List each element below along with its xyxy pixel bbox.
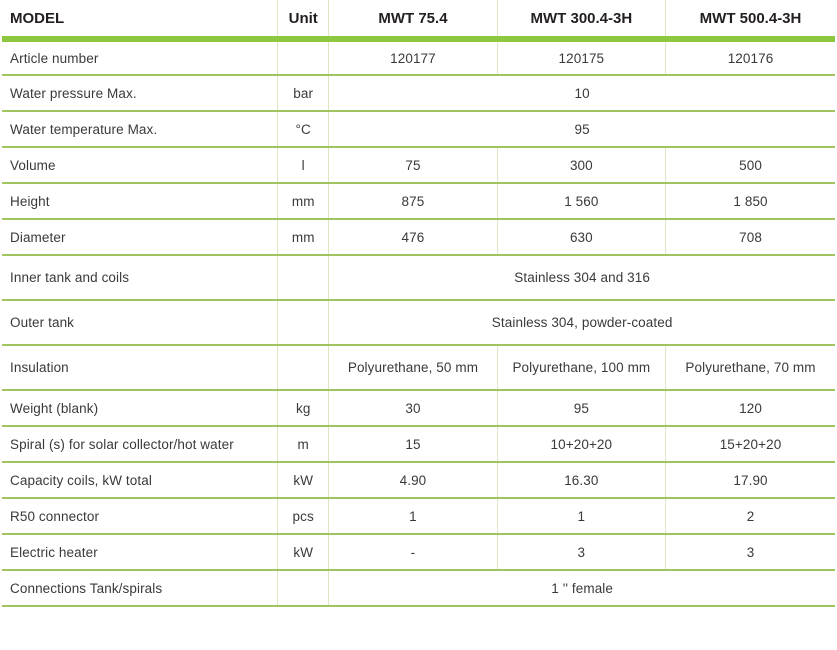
header-model: MODEL (2, 0, 278, 42)
table-row: Water temperature Max. °C 95 (2, 111, 835, 148)
table-row: Capacity coils, kW total kW 4.90 16.30 17.90 (2, 462, 835, 499)
row-value: 630 (496, 219, 666, 256)
row-value: 15+20+20 (665, 426, 835, 463)
row-label: R50 connector (2, 498, 278, 535)
row-value-merged: 1 '' female (328, 570, 835, 607)
row-value-merged: Stainless 304 and 316 (328, 255, 835, 301)
row-value: 16.30 (496, 462, 666, 499)
row-value: 120 (665, 390, 835, 427)
row-value: 1 (328, 498, 498, 535)
row-value: 120176 (665, 39, 835, 76)
row-value: Polyurethane, 100 mm (496, 345, 666, 391)
table-row: Outer tank Stainless 304, powder-coated (2, 300, 835, 346)
table-row: Water pressure Max. bar 10 (2, 75, 835, 112)
row-unit: pcs (277, 498, 329, 535)
table-row: R50 connector pcs 1 1 2 (2, 498, 835, 535)
row-value: 4.90 (328, 462, 498, 499)
row-unit: °C (277, 111, 329, 148)
row-value: 120177 (328, 39, 498, 76)
row-unit: kW (277, 534, 329, 571)
row-value: - (328, 534, 498, 571)
row-value: 15 (328, 426, 498, 463)
table-row: Volume l 75 300 500 (2, 147, 835, 184)
spec-table-header: MODEL Unit MWT 75.4 MWT 300.4-3H MWT 500… (2, 0, 835, 42)
row-value: 708 (665, 219, 835, 256)
row-unit (277, 39, 329, 76)
row-label: Spiral (s) for solar collector/hot water (2, 426, 278, 463)
row-value: Polyurethane, 50 mm (328, 345, 498, 391)
row-value: 3 (665, 534, 835, 571)
header-column-mwt-300: MWT 300.4-3H (496, 0, 666, 42)
spec-table-body: Article number 120177 120175 120176 Water pr… (2, 39, 835, 607)
row-value: 17.90 (665, 462, 835, 499)
row-value: Polyurethane, 70 mm (665, 345, 835, 391)
table-row: Inner tank and coils Stainless 304 and 31… (2, 255, 835, 301)
row-unit: kW (277, 462, 329, 499)
spec-table: MODEL Unit MWT 75.4 MWT 300.4-3H MWT 500… (2, 0, 835, 607)
row-value-merged: 95 (328, 111, 835, 148)
row-label: Electric heater (2, 534, 278, 571)
row-label: Water pressure Max. (2, 75, 278, 112)
row-value: 500 (665, 147, 835, 184)
row-value: 1 850 (665, 183, 835, 220)
table-row: Weight (blank) kg 30 95 120 (2, 390, 835, 427)
row-unit: mm (277, 183, 329, 220)
row-label: Volume (2, 147, 278, 184)
row-value: 2 (665, 498, 835, 535)
table-row: Insulation Polyurethane, 50 mm Polyurethan… (2, 345, 835, 391)
row-value: 1 (496, 498, 666, 535)
row-label: Outer tank (2, 300, 278, 346)
row-unit: mm (277, 219, 329, 256)
row-value-merged: Stainless 304, powder-coated (328, 300, 835, 346)
row-value: 476 (328, 219, 498, 256)
table-row: Connections Tank/spirals 1 '' female (2, 570, 835, 607)
row-value: 1 560 (496, 183, 666, 220)
row-unit (277, 570, 329, 607)
row-label: Article number (2, 39, 278, 76)
row-value: 30 (328, 390, 498, 427)
row-unit (277, 255, 329, 301)
header-column-mwt-500: MWT 500.4-3H (665, 0, 835, 42)
table-row: Diameter mm 476 630 708 (2, 219, 835, 256)
row-label: Height (2, 183, 278, 220)
row-label: Inner tank and coils (2, 255, 278, 301)
row-value: 75 (328, 147, 498, 184)
header-column-mwt-75: MWT 75.4 (328, 0, 498, 42)
row-unit (277, 300, 329, 346)
row-value: 120175 (496, 39, 666, 76)
row-value: 95 (496, 390, 666, 427)
table-row: Spiral (s) for solar collector/hot water… (2, 426, 835, 463)
table-row: Article number 120177 120175 120176 (2, 39, 835, 76)
table-row: Electric heater kW -3 3 (2, 534, 835, 571)
row-value: 875 (328, 183, 498, 220)
row-label: Diameter (2, 219, 278, 256)
header-row: MODEL Unit MWT 75.4 MWT 300.4-3H MWT 500… (2, 0, 835, 42)
row-label: Capacity coils, kW total (2, 462, 278, 499)
row-value: 300 (496, 147, 666, 184)
row-value: 3 (496, 534, 666, 571)
row-label: Weight (blank) (2, 390, 278, 427)
row-value-merged: 10 (328, 75, 835, 112)
row-unit: l (277, 147, 329, 184)
row-unit: kg (277, 390, 329, 427)
row-label: Water temperature Max. (2, 111, 278, 148)
row-value: 10+20+20 (496, 426, 666, 463)
row-unit (277, 345, 329, 391)
table-row: Height mm 875 1 560 1 850 (2, 183, 835, 220)
row-label: Connections Tank/spirals (2, 570, 278, 607)
row-unit: m (277, 426, 329, 463)
header-unit: Unit (277, 0, 329, 42)
row-label: Insulation (2, 345, 278, 391)
row-unit: bar (277, 75, 329, 112)
